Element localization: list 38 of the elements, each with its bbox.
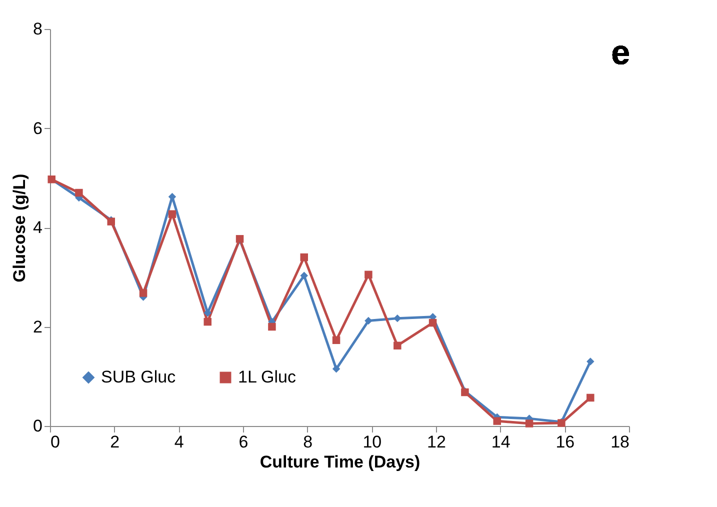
- x-tick-label: 10: [362, 432, 382, 452]
- point: [139, 289, 148, 297]
- y-axis-title: Glucose (g/L): [10, 174, 30, 282]
- y-tick-label: 0: [33, 416, 42, 436]
- x-tick-label: 6: [238, 432, 248, 452]
- x-tick-label: 14: [491, 432, 510, 452]
- point: [168, 210, 176, 218]
- y-tick-label: 6: [33, 118, 42, 138]
- x-tick-label: 12: [427, 432, 446, 452]
- x-tick-label: 0: [50, 432, 60, 452]
- point: [204, 318, 212, 326]
- point: [394, 342, 402, 350]
- point: [75, 188, 83, 197]
- x-tick-label: 16: [556, 432, 575, 452]
- point: [493, 417, 501, 425]
- x-tick-label: 8: [303, 432, 313, 452]
- point: [586, 394, 594, 402]
- point: [525, 420, 534, 428]
- x-tick-label: 4: [174, 432, 184, 452]
- point: [268, 322, 276, 331]
- point: [332, 336, 340, 344]
- point: [586, 358, 594, 366]
- point: [364, 270, 372, 279]
- point: [428, 318, 437, 327]
- y-tick-label: 4: [33, 218, 42, 237]
- annotation: e: [611, 34, 630, 72]
- point: [204, 308, 212, 317]
- y-tick-label: 8: [33, 20, 42, 38]
- legend-label: 1L Gluc: [238, 368, 296, 387]
- legend-label: SUB Gluc: [101, 368, 176, 387]
- x-axis-title: Culture Time (Days): [260, 452, 420, 472]
- y-tick-label: 2: [33, 317, 42, 336]
- point: [300, 253, 308, 262]
- point: [364, 316, 372, 325]
- point: [332, 365, 340, 373]
- x-tick-label: 18: [610, 432, 630, 452]
- point: [300, 272, 308, 280]
- x-tick-label: 2: [110, 432, 120, 452]
